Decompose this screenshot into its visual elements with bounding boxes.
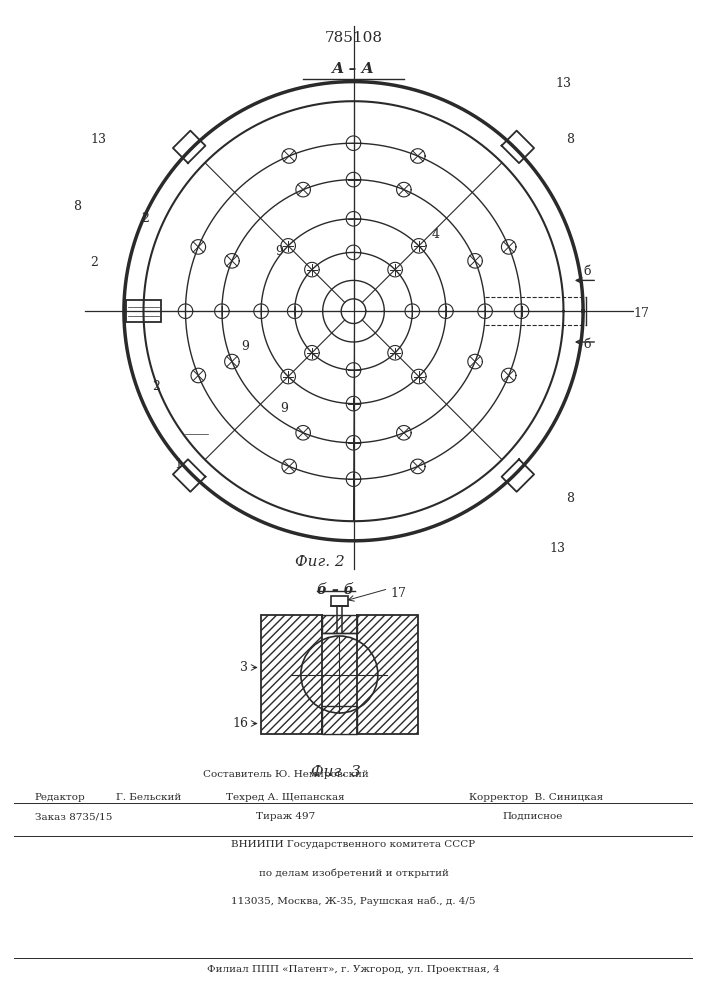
Text: Тираж 497: Тираж 497 xyxy=(256,812,315,821)
Text: 13: 13 xyxy=(549,542,566,555)
Text: 8: 8 xyxy=(74,200,81,213)
Text: А – А: А – А xyxy=(332,62,375,76)
Text: 9: 9 xyxy=(242,340,250,353)
Text: 8: 8 xyxy=(566,133,574,146)
Text: Корректор  В. Синицкая: Корректор В. Синицкая xyxy=(469,793,603,802)
Text: б: б xyxy=(583,265,590,278)
Text: 113035, Москва, Ж-35, Раушская наб., д. 4/5: 113035, Москва, Ж-35, Раушская наб., д. … xyxy=(231,897,476,906)
Text: Филиал ППП «Патент», г. Ужгород, ул. Проектная, 4: Филиал ППП «Патент», г. Ужгород, ул. Про… xyxy=(207,965,500,974)
Text: ВНИИПИ Государственного комитета СССР: ВНИИПИ Государственного комитета СССР xyxy=(231,840,476,849)
Text: 2: 2 xyxy=(152,380,160,393)
Text: 16: 16 xyxy=(233,717,248,730)
Text: Составитель Ю. Немировский: Составитель Ю. Немировский xyxy=(203,770,368,779)
Text: 8: 8 xyxy=(566,492,574,505)
Text: Техред А. Щепанская: Техред А. Щепанская xyxy=(226,793,345,802)
Bar xyxy=(126,300,161,322)
Text: 17: 17 xyxy=(633,307,649,320)
Bar xyxy=(322,706,357,734)
Text: Г. Бельский: Г. Бельский xyxy=(116,793,181,802)
Text: 1: 1 xyxy=(175,458,182,471)
Text: по делам изобретений и открытий: по делам изобретений и открытий xyxy=(259,868,448,878)
Text: Фиг. 2: Фиг. 2 xyxy=(295,555,345,569)
Bar xyxy=(331,596,348,606)
Text: 9: 9 xyxy=(281,402,288,415)
Text: б – б: б – б xyxy=(317,584,354,597)
Text: 2: 2 xyxy=(90,256,98,269)
Text: 17: 17 xyxy=(390,587,406,600)
Text: 3: 3 xyxy=(240,661,248,674)
Text: Фиг. 3: Фиг. 3 xyxy=(311,766,361,780)
Text: 13: 13 xyxy=(555,77,571,90)
Text: 4: 4 xyxy=(432,228,440,241)
Text: 785108: 785108 xyxy=(325,31,382,45)
Text: Заказ 8735/15: Заказ 8735/15 xyxy=(35,812,112,821)
Text: Редактор: Редактор xyxy=(35,793,86,802)
Text: 9: 9 xyxy=(275,245,283,258)
Bar xyxy=(322,615,357,633)
Bar xyxy=(357,615,418,734)
Text: Подписное: Подписное xyxy=(503,812,563,821)
Text: 13: 13 xyxy=(90,133,106,146)
Bar xyxy=(322,615,357,734)
Circle shape xyxy=(301,636,378,713)
Bar xyxy=(261,615,322,734)
Text: 2: 2 xyxy=(141,212,148,225)
Text: б: б xyxy=(583,338,590,351)
